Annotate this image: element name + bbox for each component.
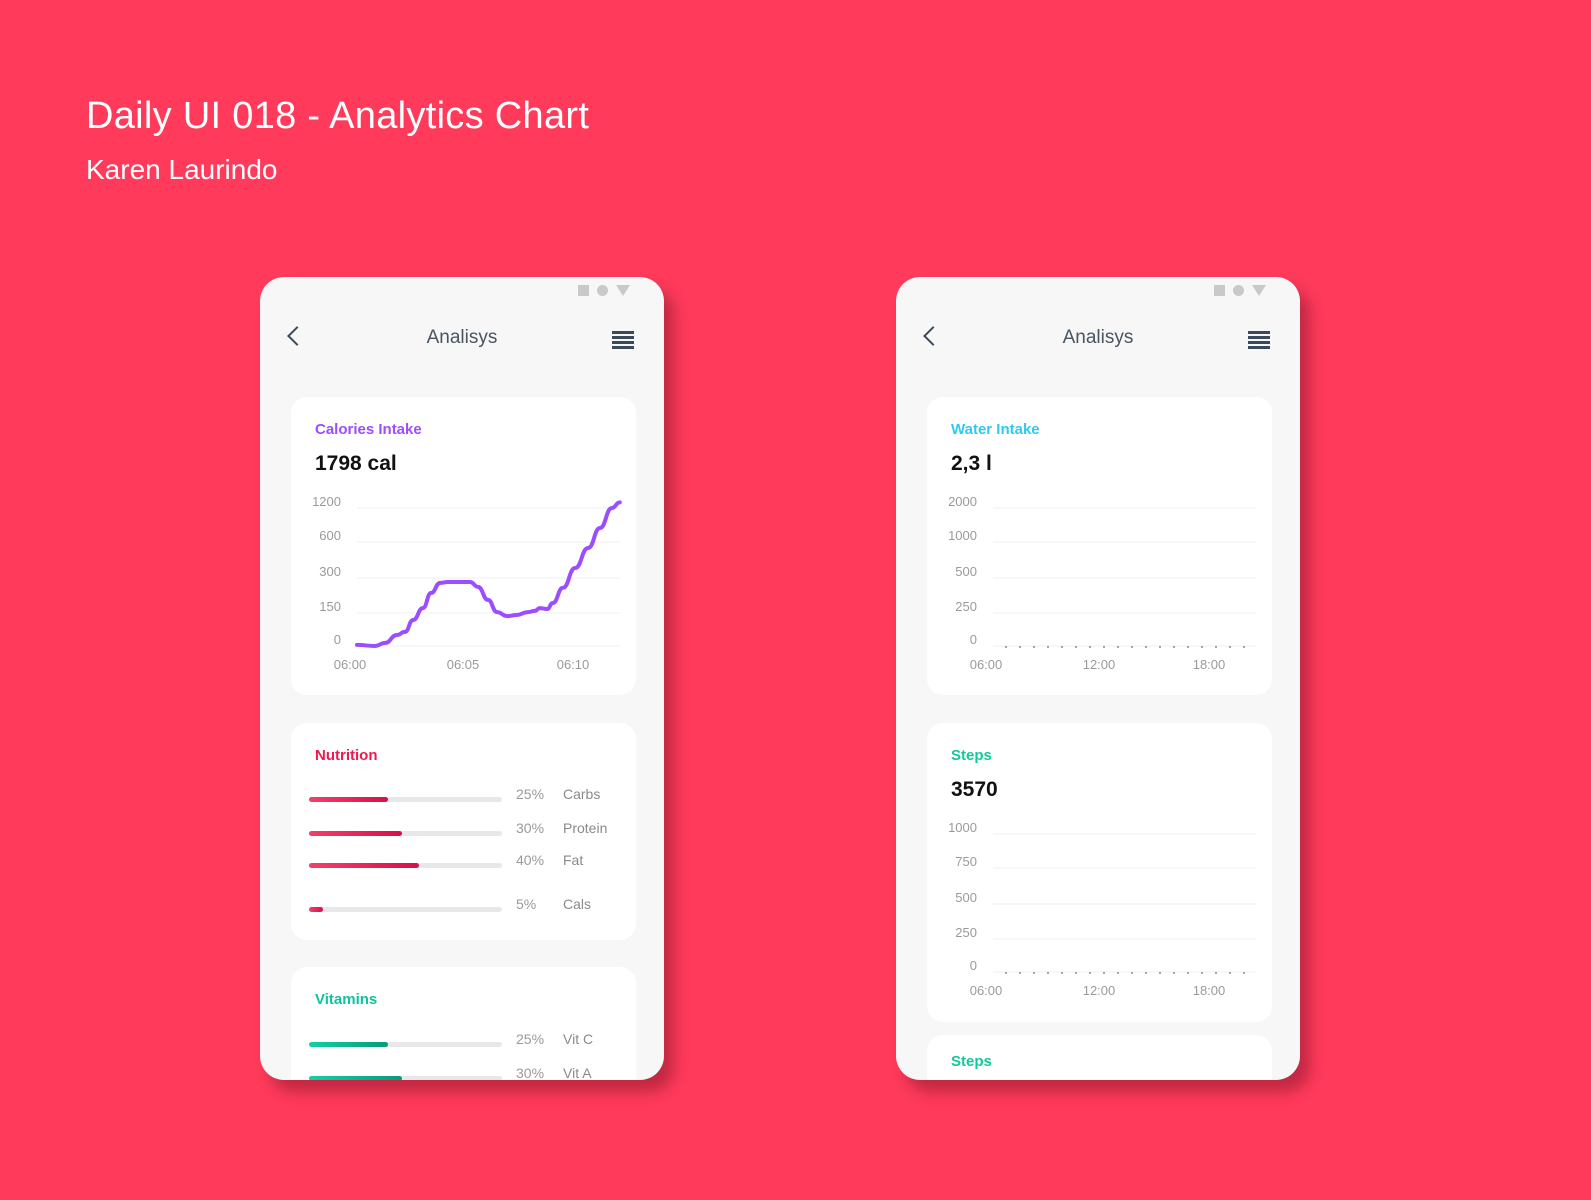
calories-card: 0 150 300 600 1200 06:00 06:05 06:10 Calories I…	[291, 397, 636, 695]
progress-fill	[309, 1042, 389, 1047]
y-tick-label: 150	[319, 599, 341, 614]
progress-track	[309, 1076, 502, 1080]
status-bar	[1214, 285, 1266, 296]
circle-icon	[1233, 285, 1244, 296]
phone-right: Analisys 0 250 500 1000 2000 06:00 12:00 18:00 …	[896, 277, 1300, 1080]
steps-value: 3570	[951, 778, 998, 801]
nutrition-card: Nutrition 25% Carbs 30% Protein 40% Fat 5% Cals	[291, 723, 636, 940]
y-tick-label: 250	[955, 925, 977, 940]
y-tick-label: 0	[970, 632, 977, 647]
x-tick-label: 06:10	[557, 657, 590, 672]
menu-icon[interactable]	[612, 331, 634, 351]
item-label: Protein	[563, 820, 608, 836]
item-label: Cals	[563, 896, 592, 913]
vitamins-card: Vitamins 25% Vit C 30% Vit A	[291, 967, 636, 1080]
y-tick-label: 2000	[948, 494, 977, 509]
card-title: Steps	[951, 1053, 992, 1070]
author: Karen Laurindo	[86, 154, 278, 185]
progress-track	[309, 1042, 502, 1047]
card-title: Calories Intake	[315, 421, 422, 438]
x-tick-label: 06:00	[970, 657, 1003, 672]
steps-card: 0 250 500 750 1000 06:00 12:00 18:00 Steps 3570	[927, 723, 1272, 1022]
screen-title: Analisys	[1062, 327, 1134, 348]
percent-label: 30%	[516, 1065, 545, 1080]
square-icon	[578, 285, 589, 296]
water-chart: 0 250 500 1000 2000 06:00 12:00 18:00	[948, 494, 1256, 672]
progress-track	[309, 797, 502, 802]
card-title: Vitamins	[315, 991, 378, 1008]
y-tick-label: 0	[970, 958, 977, 973]
calories-line	[355, 500, 622, 648]
progress-row: 30% Vit A	[309, 1065, 629, 1080]
water-card: 0 250 500 1000 2000 06:00 12:00 18:00 Water Int…	[927, 397, 1272, 695]
card-title: Water Intake	[951, 421, 1040, 438]
water-value: 2,3 l	[951, 452, 992, 475]
page-title: Daily UI 018 - Analytics Chart	[86, 95, 590, 137]
item-label: Vit C	[563, 1031, 594, 1047]
triangle-icon	[616, 285, 630, 296]
calories-value: 1798 cal	[315, 452, 397, 475]
y-tick-label: 750	[955, 854, 977, 869]
progress-row: 25% Vit C	[309, 1031, 629, 1055]
screen-title: Analisys	[426, 327, 498, 348]
menu-icon[interactable]	[1248, 331, 1270, 351]
y-tick-label: 1000	[948, 528, 977, 543]
progress-track	[309, 863, 502, 868]
progress-track	[309, 831, 502, 836]
progress-fill	[309, 863, 419, 868]
y-tick-label: 0	[334, 632, 341, 647]
progress-fill	[309, 1076, 402, 1080]
triangle-icon	[1252, 285, 1266, 296]
phone-left: Analisys 0 150 300 600 1200 06:00 06:05 06:10 C…	[260, 277, 664, 1080]
y-tick-label: 1200	[312, 494, 341, 509]
x-tick-label: 06:00	[970, 983, 1003, 998]
x-tick-label: 12:00	[1083, 657, 1116, 672]
item-label: Fat	[563, 852, 584, 868]
square-icon	[1214, 285, 1225, 296]
x-tick-label: 18:00	[1193, 983, 1226, 998]
progress-row: 40% Fat	[309, 852, 629, 876]
card-title: Steps	[951, 747, 992, 764]
item-label: Carbs	[563, 786, 601, 802]
x-tick-label: 06:00	[334, 657, 367, 672]
steps-chart: 0 250 500 750 1000 06:00 12:00 18:00	[948, 820, 1256, 998]
progress-track	[309, 907, 502, 913]
calories-chart: 0 150 300 600 1200 06:00 06:05 06:10	[312, 494, 622, 672]
card-title: Nutrition	[315, 747, 378, 764]
x-tick-label: 06:05	[447, 657, 480, 672]
progress-row: 25% Carbs	[309, 786, 629, 810]
progress-fill	[309, 907, 323, 913]
x-tick-label: 18:00	[1193, 657, 1226, 672]
item-label: Vit A	[563, 1065, 592, 1080]
steps-card-2: Steps	[927, 1035, 1272, 1080]
percent-label: 30%	[516, 820, 545, 836]
y-tick-label: 500	[955, 890, 977, 905]
percent-label: 5%	[516, 896, 537, 913]
x-tick-label: 12:00	[1083, 983, 1116, 998]
progress-row: 5% Cals	[309, 896, 629, 920]
y-tick-label: 250	[955, 599, 977, 614]
y-tick-label: 1000	[948, 820, 977, 835]
progress-fill	[309, 831, 402, 836]
percent-label: 25%	[516, 1031, 545, 1047]
progress-fill	[309, 797, 389, 802]
progress-row: 30% Protein	[309, 820, 629, 844]
percent-label: 40%	[516, 852, 545, 868]
y-tick-label: 500	[955, 564, 977, 579]
y-tick-label: 600	[319, 528, 341, 543]
status-bar	[578, 285, 630, 296]
circle-icon	[597, 285, 608, 296]
percent-label: 25%	[516, 786, 545, 802]
y-tick-label: 300	[319, 564, 341, 579]
